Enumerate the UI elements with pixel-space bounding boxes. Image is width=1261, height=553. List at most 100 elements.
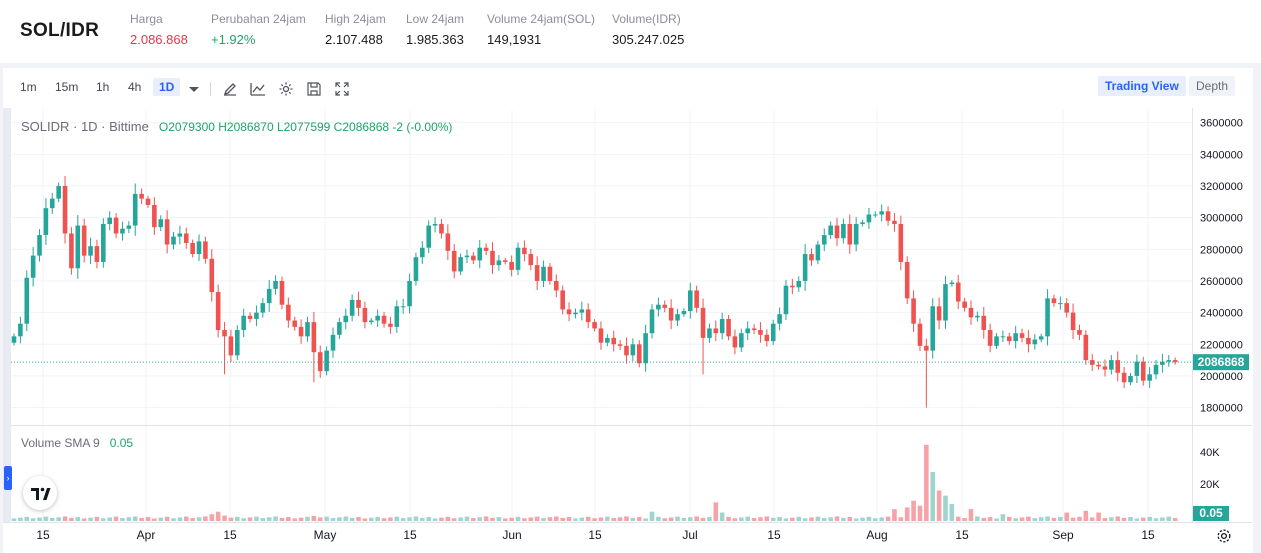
candle-body — [924, 345, 929, 351]
interval-15m[interactable]: 15m — [55, 80, 79, 94]
volume-bar — [968, 509, 974, 521]
volume-bar — [1147, 516, 1152, 521]
candle-body — [413, 257, 419, 281]
volume-bar — [490, 517, 495, 521]
volume-bar — [18, 517, 23, 521]
candle-body — [324, 350, 329, 372]
volume-bar — [866, 516, 872, 521]
expand-sidebar-button[interactable]: › — [4, 466, 12, 490]
fullscreen-icon[interactable] — [334, 81, 350, 97]
candle-body — [1102, 366, 1108, 370]
volume-bar — [892, 509, 897, 521]
stat-label: High 24jam — [325, 12, 386, 26]
volume-bar — [1058, 517, 1063, 521]
chart-settings-icon[interactable] — [1216, 528, 1232, 544]
volume-bar — [1160, 517, 1165, 521]
candle-body — [745, 328, 750, 334]
interval-1m[interactable]: 1m — [20, 80, 37, 94]
stat-high: High 24jam 2.107.488 — [325, 12, 386, 47]
interval-4h[interactable]: 4h — [128, 80, 142, 94]
candle-body — [828, 225, 833, 236]
tradingview-logo[interactable] — [23, 476, 57, 510]
candle-body — [177, 233, 183, 237]
volume-bar — [145, 517, 151, 521]
volume-bar — [975, 516, 980, 521]
volume-bar — [152, 518, 157, 521]
candle-body — [49, 198, 55, 209]
volume-bar — [847, 517, 853, 521]
candle-body — [834, 225, 840, 239]
candle-body — [605, 337, 610, 343]
depth-tab[interactable]: Depth — [1189, 76, 1236, 96]
interval-1d[interactable]: 1D — [153, 78, 181, 96]
volume-bar — [687, 517, 693, 521]
candle-body — [1160, 361, 1165, 365]
volume-bar — [662, 518, 668, 521]
time-tick-label: Jun — [502, 528, 521, 542]
volume-bar — [1140, 517, 1146, 521]
candle-body — [235, 330, 240, 356]
candle-body — [726, 318, 731, 337]
volume-bar — [751, 518, 757, 521]
volume-bar — [375, 516, 380, 521]
candle-body — [196, 241, 202, 255]
volume-bar — [1045, 516, 1050, 521]
candle-body — [215, 292, 221, 331]
candle-body — [554, 280, 559, 291]
volume-bar — [381, 518, 387, 521]
save-icon[interactable] — [306, 81, 322, 97]
volume-bar — [126, 517, 132, 521]
trading-view-tab[interactable]: Trading View — [1098, 76, 1186, 96]
candle-body — [37, 235, 42, 256]
chevron-down-icon[interactable] — [186, 81, 202, 97]
candle-body — [126, 225, 132, 229]
grid-lines — [11, 110, 1192, 521]
candle-body — [624, 345, 629, 356]
volume-bar — [11, 518, 17, 521]
candle-body — [203, 241, 208, 259]
candle-body — [968, 307, 974, 318]
volume-bar — [554, 516, 559, 521]
volume-value: 0.05 — [109, 436, 134, 450]
volume-bar — [955, 516, 961, 521]
volume-bar — [802, 518, 808, 521]
stat-price: Harga 2.086.868 — [130, 12, 188, 47]
volume-bar — [834, 516, 840, 521]
volume-bar — [190, 518, 195, 521]
candle-body — [483, 247, 489, 251]
volume-bar — [43, 516, 49, 521]
candle-body — [407, 280, 412, 307]
volume-bar — [745, 516, 750, 521]
draw-icon[interactable] — [222, 81, 238, 97]
indicator-icon[interactable] — [250, 81, 266, 97]
candle-body — [228, 336, 234, 356]
candle-body — [368, 320, 374, 323]
candle-body — [222, 330, 227, 337]
candle-body — [821, 235, 827, 245]
volume-bars — [11, 444, 1178, 521]
settings-icon[interactable] — [278, 81, 294, 97]
volume-bar — [617, 517, 623, 521]
volume-bar — [739, 517, 744, 521]
volume-bar — [585, 516, 591, 521]
interval-1h[interactable]: 1h — [96, 80, 110, 94]
volume-bar — [88, 517, 93, 521]
candle-body — [1070, 312, 1076, 331]
candle-body — [1045, 298, 1050, 337]
candle-body — [56, 185, 61, 199]
time-tick-label: Apr — [137, 528, 156, 542]
candle-body — [1096, 364, 1101, 367]
volume-bar — [681, 518, 687, 521]
candle-body — [349, 299, 355, 316]
volume-bar — [873, 518, 878, 521]
candle-body — [802, 254, 808, 281]
volume-bar — [1064, 512, 1069, 521]
volume-bar — [471, 518, 476, 521]
candle-body — [547, 266, 553, 281]
volume-bar — [113, 516, 119, 521]
candle-body — [962, 301, 967, 308]
volume-bar — [158, 517, 164, 521]
candle-body — [1140, 361, 1146, 381]
volume-bar — [1013, 518, 1018, 521]
